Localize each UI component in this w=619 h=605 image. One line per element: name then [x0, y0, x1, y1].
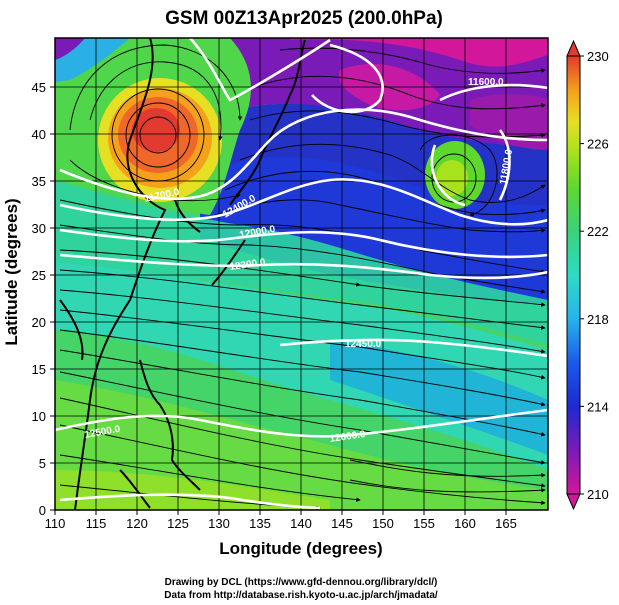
colorbar-label: 226 — [587, 137, 609, 152]
y-tick-label: 15 — [32, 362, 46, 377]
height-contours — [55, 38, 548, 510]
x-tick-label: 165 — [495, 516, 517, 531]
contour-11800 — [498, 129, 511, 201]
x-tick-label: 130 — [208, 516, 230, 531]
colorbar-label: 222 — [587, 224, 609, 239]
y-tick-label: 5 — [39, 456, 46, 471]
y-tick-label: 0 — [39, 503, 46, 518]
x-tick-label: 125 — [167, 516, 189, 531]
contour-11600-east — [439, 83, 548, 102]
y-tick-label: 40 — [32, 127, 46, 142]
x-tick-marks — [54, 510, 507, 515]
x-tick-label: 155 — [413, 516, 435, 531]
colorbar-max-arrow — [566, 39, 581, 57]
magenta-region-north — [290, 38, 548, 67]
x-tick-label: 145 — [331, 516, 353, 531]
y-axis-label: Latitude (degrees) — [2, 198, 21, 345]
contour-label-12300: 12300.0 — [229, 257, 267, 273]
plot-area: 11600.0 11700.0 12000.0 12300.0 12500.0 … — [55, 38, 548, 510]
colorbar-min-arrow — [566, 493, 581, 511]
contour-low-center — [311, 43, 384, 114]
y-tick-label: 20 — [32, 315, 46, 330]
colorbar-label: 210 — [587, 487, 609, 502]
northwest-purple — [55, 38, 85, 60]
x-tick-label: 160 — [454, 516, 476, 531]
x-tick-label: 110 — [45, 516, 66, 531]
contour-label-12600: 12600.0 — [329, 429, 367, 445]
y-tick-labels: 0 5 10 15 20 25 30 35 40 45 — [32, 80, 46, 518]
y-tick-label: 30 — [32, 221, 46, 236]
colorbar-gradient — [566, 55, 581, 495]
colorbar-label: 230 — [587, 49, 609, 64]
contour-label-12450: 12450.0 — [345, 339, 382, 350]
y-tick-label: 45 — [32, 80, 46, 95]
colorbar-label: 218 — [587, 312, 609, 327]
contour-12000 — [59, 178, 548, 226]
contour-east-anomaly — [430, 144, 466, 207]
contour-12600 — [59, 493, 321, 510]
contour-12450 — [279, 338, 548, 358]
x-tick-labels: 110 115 120 125 130 135 140 145 150 155 … — [45, 516, 517, 531]
x-tick-label: 135 — [249, 516, 271, 531]
x-tick-label: 120 — [126, 516, 148, 531]
y-tick-label: 10 — [32, 409, 46, 424]
contour-12300 — [59, 228, 548, 259]
contour-11600-west — [189, 38, 331, 102]
credit-data: Data from http://database.rish.kyoto-u.a… — [164, 590, 438, 601]
x-axis-label: Longitude (degrees) — [219, 539, 382, 558]
colorbar: 230 226 222 218 214 210 — [566, 39, 609, 511]
map-title: GSM 00Z13Apr2025 (200.0hPa) — [165, 8, 443, 29]
contour-12400 — [59, 253, 548, 280]
colorbar-label: 214 — [587, 399, 609, 414]
x-tick-label: 150 — [372, 516, 394, 531]
warm-high-core — [132, 108, 180, 152]
y-tick-label: 25 — [32, 268, 46, 283]
contour-12500 — [55, 408, 548, 438]
y-tick-label: 35 — [32, 174, 46, 189]
tropical-yellow-patch — [55, 470, 330, 510]
x-tick-label: 115 — [86, 516, 107, 531]
x-tick-label: 140 — [290, 516, 312, 531]
contour-11700 — [59, 108, 548, 201]
y-tick-marks — [50, 86, 55, 511]
credit-drawing: Drawing by DCL (https://www.gfd-dennou.o… — [165, 577, 438, 588]
contour-label-11600: 11600.0 — [468, 77, 504, 88]
